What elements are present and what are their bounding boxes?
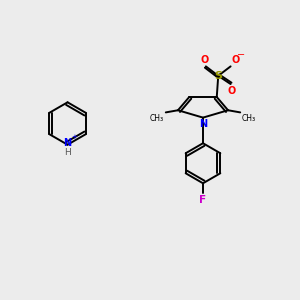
Text: N: N	[64, 138, 72, 148]
Text: +: +	[72, 134, 78, 140]
Text: H: H	[64, 148, 71, 157]
Text: F: F	[200, 195, 207, 205]
Text: O: O	[228, 85, 236, 95]
Text: −: −	[237, 50, 245, 61]
Text: S: S	[214, 71, 222, 81]
Text: CH₃: CH₃	[150, 114, 164, 123]
Text: O: O	[201, 55, 209, 65]
Text: O: O	[232, 55, 240, 65]
Text: CH₃: CH₃	[242, 114, 256, 123]
Text: N: N	[199, 119, 207, 129]
